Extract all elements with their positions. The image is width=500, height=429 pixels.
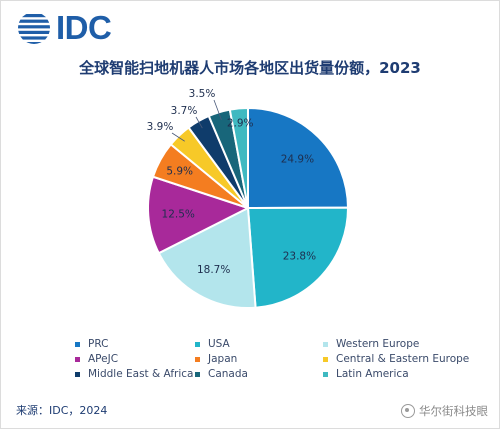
idc-logo: IDC <box>16 9 112 46</box>
data-label: 12.5% <box>162 208 195 220</box>
legend-item-usa: USA <box>195 338 323 350</box>
leader-line <box>171 132 185 142</box>
watermark: 华尔街科技眼 <box>401 403 488 419</box>
leader-line <box>213 99 222 121</box>
legend-item-japan: Japan <box>195 353 323 365</box>
legend-label: Middle East & Africa <box>88 368 194 380</box>
legend-item-prc: PRC <box>75 338 195 350</box>
legend-label: Japan <box>208 353 238 365</box>
legend-label: Central & Eastern Europe <box>336 353 470 365</box>
legend-item-canada: Canada <box>195 368 323 380</box>
source-note: 来源：IDC，2024 <box>16 404 108 417</box>
chart-title: 全球智能扫地机器人市场各地区出货量份额，2023 <box>79 59 421 77</box>
globe-icon <box>18 14 50 44</box>
legend-swatch <box>323 356 328 362</box>
legend-label: Latin America <box>336 368 409 380</box>
data-label: 3.7% <box>171 105 198 117</box>
legend-label: PRC <box>88 338 109 350</box>
data-label: 24.9% <box>281 153 314 165</box>
legend-item-western-europe: Western Europe <box>323 338 493 350</box>
logo-text: IDC <box>56 9 112 46</box>
pie-slice-latin-america <box>228 106 249 209</box>
leader-line <box>195 116 203 129</box>
legend-swatch <box>75 356 80 362</box>
legend-swatch <box>75 371 80 377</box>
legend-item-central-eastern-europe: Central & Eastern Europe <box>323 353 493 365</box>
legend-item-middle-east-africa: Middle East & Africa <box>75 368 195 380</box>
legend-label: APeJC <box>88 353 119 365</box>
data-label: 3.9% <box>147 121 174 133</box>
legend-swatch <box>323 341 328 347</box>
watermark-text: 华尔街科技眼 <box>419 404 488 418</box>
legend-label: USA <box>208 338 230 350</box>
legend-swatch <box>195 356 200 362</box>
chart-legend: PRC USA Western Europe APeJC Japan Central & … <box>75 338 495 380</box>
pie-chart: 24.9% 23.8% 18.7% 12.5% 5.9% 3.9% 3.7% 3.5% 2.9% <box>147 88 350 309</box>
legend-item-latin-america: Latin America <box>323 368 493 380</box>
watermark-icon <box>401 404 415 418</box>
legend-label: Western Europe <box>336 338 420 350</box>
data-label: 5.9% <box>166 165 193 177</box>
data-label: 3.5% <box>189 88 216 100</box>
legend-swatch <box>195 371 200 377</box>
legend-swatch <box>323 371 328 377</box>
legend-label: Canada <box>208 368 248 380</box>
data-label: 18.7% <box>197 264 230 276</box>
data-label: 2.9% <box>227 117 254 129</box>
pie-slice-prc <box>247 106 350 210</box>
legend-swatch <box>195 341 200 347</box>
data-label: 23.8% <box>283 251 316 263</box>
pie-slice-western-europe <box>157 206 257 309</box>
pie-slice-apejc <box>147 175 251 255</box>
legend-item-apejc: APeJC <box>75 353 195 365</box>
pie-slice-usa <box>246 206 350 309</box>
legend-swatch <box>75 341 80 347</box>
